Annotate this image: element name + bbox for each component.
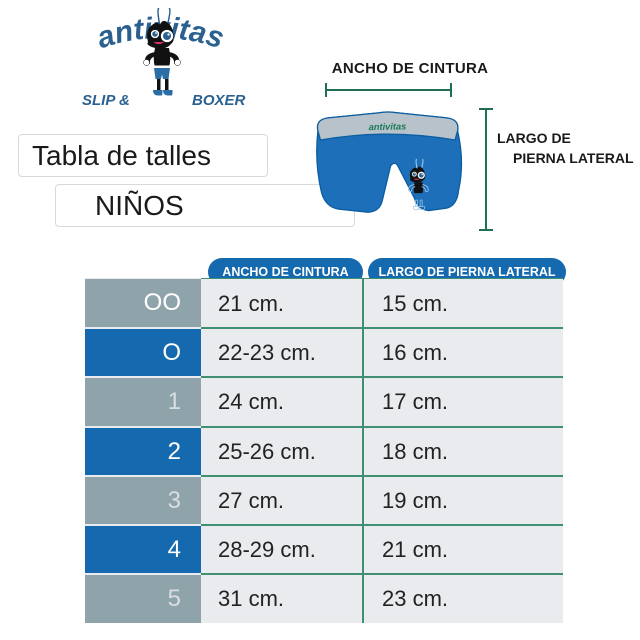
svg-text:antivitas: antivitas (369, 121, 407, 132)
